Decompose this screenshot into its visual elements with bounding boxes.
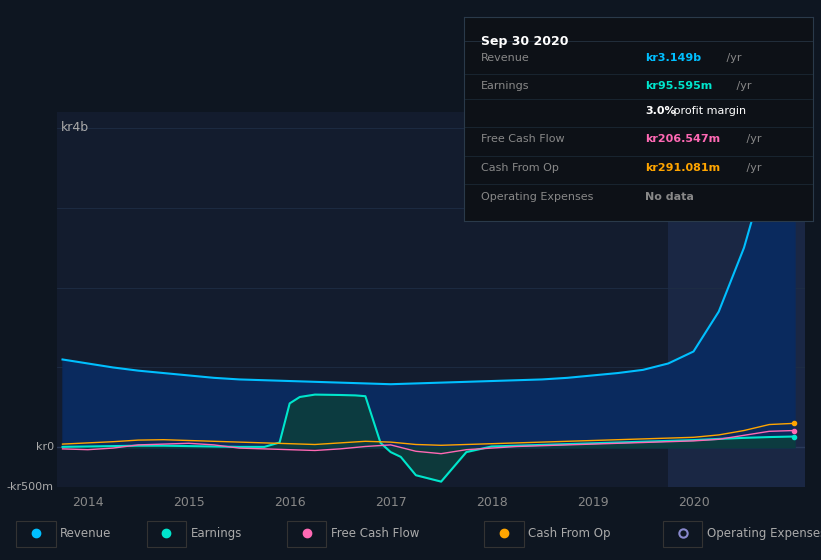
Text: No data: No data — [645, 192, 695, 202]
Text: Free Cash Flow: Free Cash Flow — [481, 134, 565, 144]
Text: kr95.595m: kr95.595m — [645, 81, 713, 91]
Bar — [668, 112, 805, 487]
Text: profit margin: profit margin — [670, 106, 745, 116]
Text: /yr: /yr — [733, 81, 752, 91]
Bar — [484, 521, 524, 547]
Bar — [16, 521, 56, 547]
Text: kr206.547m: kr206.547m — [645, 134, 721, 144]
Text: kr4b: kr4b — [62, 122, 89, 134]
Text: Free Cash Flow: Free Cash Flow — [331, 527, 419, 540]
Text: /yr: /yr — [743, 134, 762, 144]
Text: Cash From Op: Cash From Op — [528, 527, 611, 540]
Text: Revenue: Revenue — [60, 527, 112, 540]
Text: kr291.081m: kr291.081m — [645, 163, 721, 173]
Text: /yr: /yr — [723, 53, 742, 63]
Text: kr0: kr0 — [35, 442, 53, 452]
Text: Operating Expenses: Operating Expenses — [707, 527, 821, 540]
Text: -kr500m: -kr500m — [7, 482, 53, 492]
Text: Sep 30 2020: Sep 30 2020 — [481, 35, 569, 48]
Bar — [287, 521, 327, 547]
Text: Operating Expenses: Operating Expenses — [481, 192, 594, 202]
Text: Revenue: Revenue — [481, 53, 530, 63]
Text: kr3.149b: kr3.149b — [645, 53, 701, 63]
Text: Cash From Op: Cash From Op — [481, 163, 559, 173]
Text: /yr: /yr — [743, 163, 762, 173]
Bar — [663, 521, 702, 547]
Bar — [147, 521, 186, 547]
Text: Earnings: Earnings — [190, 527, 242, 540]
Text: 3.0%: 3.0% — [645, 106, 676, 116]
Text: Earnings: Earnings — [481, 81, 530, 91]
